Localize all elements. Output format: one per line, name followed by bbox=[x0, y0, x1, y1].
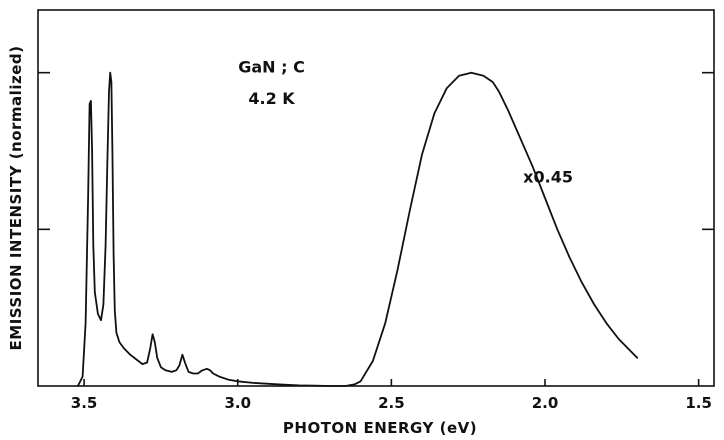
x-tick-label: 2.5 bbox=[378, 394, 405, 412]
x-tick-label: 2.0 bbox=[532, 394, 559, 412]
y-axis-title: EMISSION INTENSITY (normalized) bbox=[7, 46, 25, 351]
spectrum-line bbox=[77, 71, 639, 387]
axis-ticks bbox=[38, 71, 714, 386]
x-tick-labels: 3.5 3.0 2.5 2.0 1.5 bbox=[71, 394, 712, 412]
temperature-label: 4.2 K bbox=[248, 89, 295, 108]
x-axis-title: PHOTON ENERGY (eV) bbox=[283, 419, 477, 437]
plot-frame bbox=[37, 9, 715, 387]
scale-factor-label: x0.45 bbox=[523, 167, 573, 186]
x-tick-label: 3.0 bbox=[224, 394, 251, 412]
annotations: GaN ; C 4.2 K x0.45 bbox=[238, 58, 573, 187]
sample-label: GaN ; C bbox=[238, 58, 305, 77]
x-tick-label: 3.5 bbox=[71, 394, 98, 412]
x-tick-label: 1.5 bbox=[685, 394, 712, 412]
